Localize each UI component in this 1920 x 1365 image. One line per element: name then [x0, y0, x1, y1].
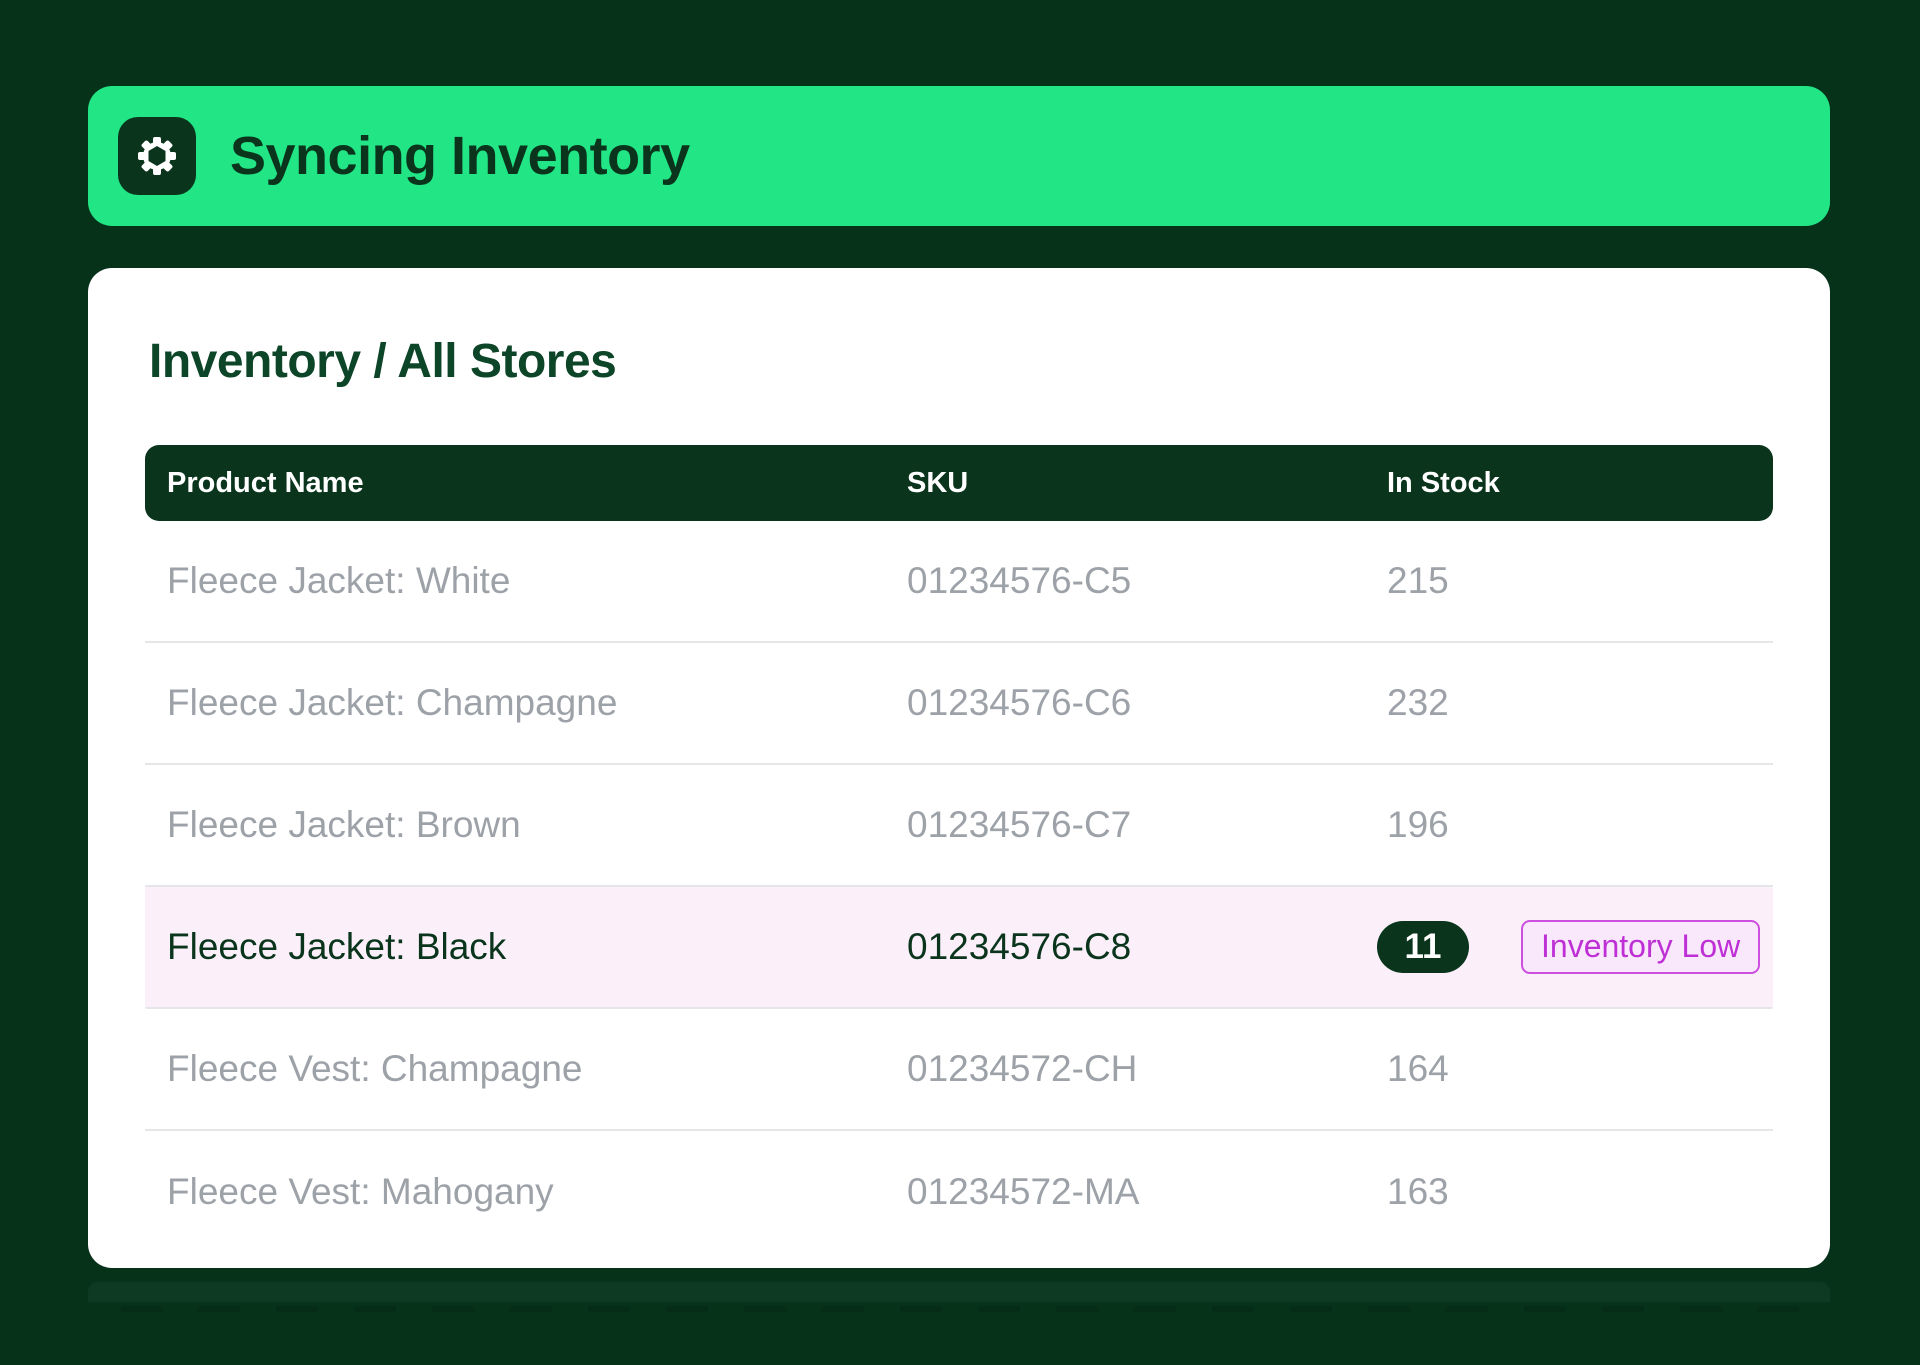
sku-cell: 01234576-C7 — [907, 804, 1132, 845]
stock-cell: 196 — [1387, 804, 1449, 845]
inventory-low-badge: Inventory Low — [1521, 920, 1761, 974]
next-card-ghost — [88, 1282, 1830, 1302]
table-row[interactable]: Fleece Jacket: White 01234576-C5 215 — [145, 521, 1773, 643]
product-name-cell: Fleece Vest: Mahogany — [167, 1171, 554, 1212]
table-row[interactable]: Fleece Jacket: Champagne 01234576-C6 232 — [145, 643, 1773, 765]
stock-cell: 215 — [1387, 560, 1449, 601]
stock-cell: 164 — [1387, 1048, 1449, 1089]
product-name-cell: Fleece Vest: Champagne — [167, 1048, 583, 1089]
column-header-in-stock: In Stock — [1387, 466, 1500, 499]
table-row[interactable]: Fleece Jacket: Black 01234576-C8 11 Inven… — [145, 887, 1773, 1009]
stock-cell: 11 Inventory Low — [1365, 920, 1773, 974]
sku-cell: 01234576-C8 — [907, 926, 1132, 967]
product-name-cell: Fleece Jacket: Champagne — [167, 682, 618, 723]
inventory-card: Inventory / All Stores Product Name SKU … — [88, 268, 1830, 1268]
sku-cell: 01234576-C6 — [907, 682, 1132, 723]
sku-cell: 01234572-MA — [907, 1171, 1140, 1212]
product-name-cell: Fleece Jacket: White — [167, 560, 511, 601]
stock-count-badge: 11 — [1377, 921, 1469, 973]
page-title: Inventory / All Stores — [149, 335, 617, 388]
next-card-ghost-dashes — [120, 1306, 1800, 1312]
sku-cell: 01234572-CH — [907, 1048, 1138, 1089]
product-name-cell: Fleece Jacket: Brown — [167, 804, 521, 845]
gear-icon — [118, 117, 196, 195]
table-row[interactable]: Fleece Jacket: Brown 01234576-C7 196 — [145, 765, 1773, 887]
sync-status-banner: Syncing Inventory — [88, 86, 1830, 226]
stock-cell: 232 — [1387, 682, 1449, 723]
inventory-table: Product Name SKU In Stock Fleece Jacket:… — [145, 445, 1773, 1253]
table-body: Fleece Jacket: White 01234576-C5 215 Fle… — [145, 521, 1773, 1253]
table-header: Product Name SKU In Stock — [145, 445, 1773, 521]
sku-cell: 01234576-C5 — [907, 560, 1132, 601]
stock-cell: 163 — [1387, 1171, 1449, 1212]
column-header-sku: SKU — [907, 466, 969, 499]
banner-title: Syncing Inventory — [230, 126, 690, 186]
table-row[interactable]: Fleece Vest: Champagne 01234572-CH 164 — [145, 1009, 1773, 1131]
table-row[interactable]: Fleece Vest: Mahogany 01234572-MA 163 — [145, 1131, 1773, 1253]
column-header-product-name: Product Name — [167, 466, 364, 499]
product-name-cell: Fleece Jacket: Black — [167, 926, 507, 967]
